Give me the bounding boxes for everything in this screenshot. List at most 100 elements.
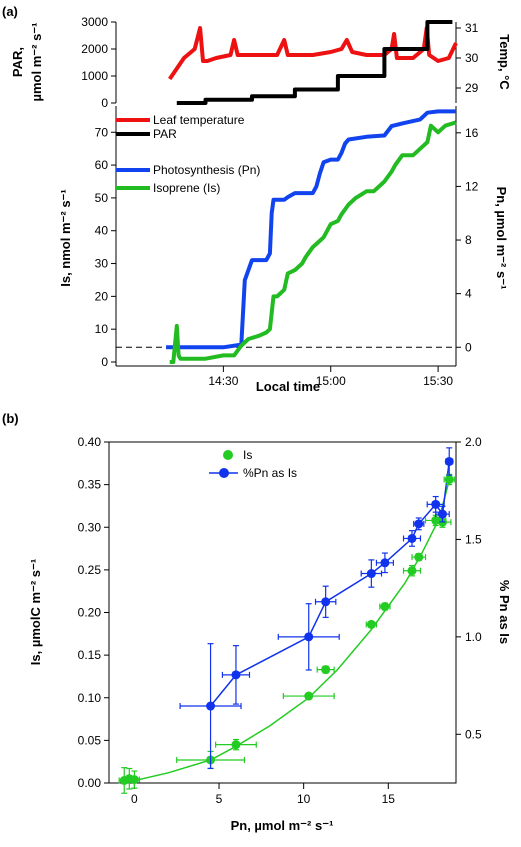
pct-point [231, 670, 241, 680]
time-tick-label: 15:00 [316, 374, 346, 388]
b-x-tick-label: 10 [297, 792, 311, 806]
b-left-tick-label: 0.25 [78, 563, 102, 577]
pn-tick-label: 8 [465, 233, 472, 247]
b-left-tick-label: 0.00 [78, 776, 102, 790]
is-axis-ticks: 0 10 20 30 40 50 60 70 [95, 125, 116, 369]
par-tick-label: 3000 [81, 15, 108, 29]
pct-point [414, 519, 424, 529]
b-right-tick-label: 2.0 [465, 435, 482, 449]
panel-b-series [118, 447, 455, 794]
is-tick-label: 20 [95, 289, 109, 303]
legend-label-par: PAR [153, 127, 177, 141]
series-line-temp [168, 26, 458, 81]
legend-label-is: Isoprene (Is) [153, 181, 220, 195]
temp-tick-label: 31 [465, 21, 479, 35]
is-point [407, 566, 417, 576]
pct-point [206, 701, 216, 711]
is-tick-label: 50 [95, 191, 109, 205]
series-line-pn [166, 109, 456, 350]
is-tick-label: 0 [101, 355, 108, 369]
is-point [366, 619, 376, 629]
panel-b-legend: Is %Pn as Is [209, 448, 297, 480]
panel-a-label: (a) [2, 4, 18, 19]
is-tick-label: 10 [95, 322, 109, 336]
b-left-tick-label: 0.40 [78, 435, 102, 449]
b-right-tick-label: 1.0 [465, 630, 482, 644]
par-tick-label: 1000 [81, 69, 108, 83]
pn-tick-label: 4 [465, 287, 472, 301]
is-point [380, 602, 390, 612]
legend-label-temp: Leaf temperature [153, 113, 245, 127]
pn-axis-label: Pn, µmol m⁻² s⁻¹ [494, 187, 509, 290]
b-x-tick-label: 5 [216, 792, 223, 806]
pct-point [321, 597, 331, 607]
time-axis-label: Local time [256, 379, 320, 394]
b-right-tick-label: 0.5 [465, 727, 482, 741]
panel-b-left-ticks: 0.00 0.05 0.10 0.15 0.20 0.25 0.30 0.35 0.40 [78, 435, 109, 790]
pn-tick-label: 12 [465, 179, 479, 193]
pn-axis-ticks: 0 4 8 12 16 [456, 126, 479, 354]
legend-label-b-is: Is [243, 448, 252, 462]
is-point [304, 691, 314, 701]
b-right-tick-label: 1.5 [465, 532, 482, 546]
is-point [414, 552, 424, 562]
b-left-tick-label: 0.15 [78, 648, 102, 662]
top-right-ticks: 29 30 31 [456, 21, 479, 95]
b-left-tick-label: 0.30 [78, 520, 102, 534]
is-point [321, 665, 331, 675]
par-axis-label-line2: µmol m⁻² s⁻¹ [29, 23, 44, 102]
time-tick-label: 15:30 [423, 374, 453, 388]
pct-point [431, 499, 441, 509]
b-left-tick-label: 0.05 [78, 733, 102, 747]
panel-b-label: (b) [2, 411, 19, 426]
panel-b-right-ticks: 0.5 1.0 1.5 2.0 [456, 435, 482, 741]
is-tick-label: 30 [95, 257, 109, 271]
legend-marker-pct [219, 468, 229, 478]
is-fit-curve [124, 480, 450, 784]
is-tick-label: 60 [95, 158, 109, 172]
b-x-tick-label: 15 [382, 792, 396, 806]
par-axis-label-line1: PAR, [10, 47, 25, 77]
b-left-tick-label: 0.20 [78, 606, 102, 620]
pct-point [366, 569, 376, 579]
par-tick-label: 2000 [81, 42, 108, 56]
pct-point [444, 456, 454, 466]
top-left-ticks: 0 1000 2000 3000 [81, 15, 116, 110]
is-tick-label: 70 [95, 125, 109, 139]
pct-point [437, 509, 447, 519]
temp-axis-label: Temp, °C [497, 34, 512, 90]
legend-label-pn: Photosynthesis (Pn) [153, 163, 260, 177]
pct-point [407, 533, 417, 543]
panel-b-left-axis-label: Is, µmolC m⁻² s⁻¹ [28, 559, 43, 665]
b-x-tick-label: 0 [131, 792, 138, 806]
par-tick-label: 0 [101, 96, 108, 110]
pct-point [304, 632, 314, 642]
series-line-is [169, 120, 457, 364]
temp-tick-label: 30 [465, 51, 479, 65]
pct-point [380, 558, 390, 568]
pn-tick-label: 16 [465, 126, 479, 140]
is-point [129, 775, 139, 785]
panel-a-series [166, 20, 458, 364]
time-tick-label: 14:30 [208, 374, 238, 388]
series-line-par [176, 20, 453, 105]
is-axis-label: Is, nmol m⁻² s⁻¹ [58, 189, 73, 287]
time-axis-ticks: 14:30 15:00 15:30 [208, 366, 453, 388]
is-point [444, 475, 454, 485]
panel-b-x-ticks: 0 5 10 15 [131, 783, 395, 806]
pn-tick-label: 0 [465, 340, 472, 354]
panel-b-frame [108, 441, 457, 784]
is-tick-label: 40 [95, 224, 109, 238]
temp-tick-label: 29 [465, 81, 479, 95]
panel-a-legend: Leaf temperature PAR Photosynthesis (Pn)… [116, 113, 260, 195]
panel-b: (b) 0.00 0.05 0.10 0.15 0.20 0.25 0.30 0.35 0.40… [2, 411, 512, 833]
is-point [231, 740, 241, 750]
legend-label-b-pct: %Pn as Is [243, 466, 297, 480]
b-left-tick-label: 0.10 [78, 691, 102, 705]
panel-b-x-axis-label: Pn, µmol m⁻² s⁻¹ [231, 818, 334, 833]
b-left-tick-label: 0.35 [78, 478, 102, 492]
panel-b-right-axis-label: % Pn as Is [497, 580, 512, 644]
legend-marker-is [223, 450, 233, 460]
